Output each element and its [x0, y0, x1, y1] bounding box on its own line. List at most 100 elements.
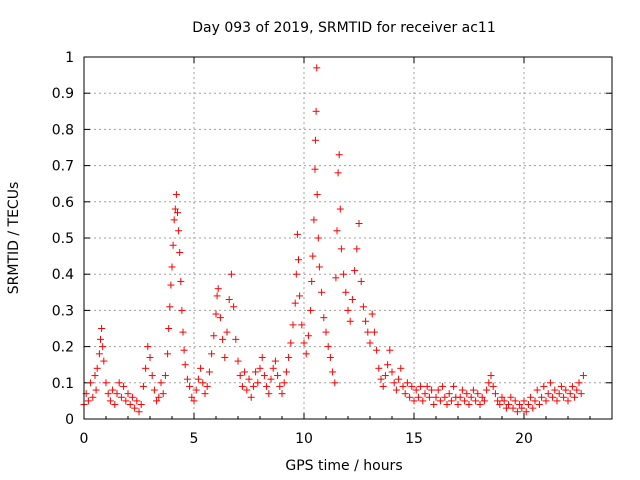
data-point	[390, 379, 398, 387]
data-point	[150, 386, 158, 394]
data-point	[307, 306, 315, 314]
data-point	[498, 393, 506, 401]
data-point	[480, 397, 488, 405]
data-point	[436, 397, 444, 405]
data-point	[529, 404, 537, 412]
data-point	[117, 393, 125, 401]
data-point	[263, 382, 271, 390]
data-point	[92, 386, 100, 394]
data-point	[324, 343, 332, 351]
data-point	[351, 267, 359, 275]
data-point	[181, 361, 189, 369]
y-tick-label: 0.1	[52, 376, 74, 392]
data-point	[379, 382, 387, 390]
data-point	[428, 386, 436, 394]
data-point	[441, 393, 449, 401]
data-point	[332, 274, 340, 282]
data-point	[417, 382, 425, 390]
data-point	[109, 386, 117, 394]
data-point	[491, 390, 499, 398]
x-tick-label: 15	[405, 431, 423, 447]
data-point	[126, 401, 134, 409]
data-point	[91, 372, 99, 380]
data-point	[518, 404, 526, 412]
data-point	[366, 339, 374, 347]
data-point	[252, 368, 260, 376]
data-point	[146, 353, 154, 361]
data-point	[535, 401, 543, 409]
data-point	[540, 382, 548, 390]
data-point	[549, 393, 557, 401]
data-point	[312, 107, 320, 115]
data-point	[478, 393, 486, 401]
data-point	[308, 277, 316, 285]
data-point	[298, 321, 306, 329]
data-point	[544, 390, 552, 398]
data-point	[335, 151, 343, 159]
data-point	[538, 393, 546, 401]
data-point	[166, 303, 174, 311]
data-point	[423, 382, 431, 390]
x-tick-label: 5	[190, 431, 199, 447]
data-point	[213, 292, 221, 300]
data-point	[553, 397, 561, 405]
data-point	[579, 372, 587, 380]
data-point	[342, 288, 350, 296]
data-point	[282, 368, 290, 376]
data-point	[560, 393, 568, 401]
x-tick-label: 0	[80, 431, 89, 447]
data-point	[469, 386, 477, 394]
data-point	[399, 382, 407, 390]
data-point	[177, 277, 185, 285]
data-point	[326, 353, 334, 361]
data-point	[467, 393, 475, 401]
data-point	[419, 397, 427, 405]
data-point	[113, 390, 121, 398]
data-point	[245, 375, 253, 383]
data-point	[271, 357, 279, 365]
data-point	[557, 382, 565, 390]
data-point	[458, 386, 466, 394]
data-point	[186, 382, 194, 390]
data-point	[412, 386, 420, 394]
data-point	[329, 368, 337, 376]
data-point	[336, 205, 344, 213]
data-point	[489, 382, 497, 390]
data-point	[566, 390, 574, 398]
data-point	[472, 397, 480, 405]
data-point	[120, 382, 128, 390]
data-point	[168, 263, 176, 271]
data-point	[289, 321, 297, 329]
data-point	[269, 364, 277, 372]
y-tick-label: 0.8	[52, 122, 74, 138]
data-point	[410, 397, 418, 405]
data-point	[293, 230, 301, 238]
data-point	[346, 317, 354, 325]
data-point	[527, 393, 535, 401]
data-point	[159, 390, 167, 398]
data-point	[487, 372, 495, 380]
data-point	[161, 372, 169, 380]
data-point	[208, 350, 216, 358]
data-point	[370, 328, 378, 336]
data-point	[89, 393, 97, 401]
data-point	[562, 386, 570, 394]
data-point	[276, 382, 284, 390]
data-point	[401, 390, 409, 398]
data-point	[258, 353, 266, 361]
data-point	[461, 397, 469, 405]
data-point	[285, 353, 293, 361]
data-point	[476, 401, 484, 409]
y-axis-label: SRMTID / TECUs	[6, 182, 22, 295]
data-point	[334, 169, 342, 177]
data-point	[311, 136, 319, 144]
data-point	[188, 393, 196, 401]
data-point	[106, 397, 114, 405]
data-point	[348, 296, 356, 304]
data-point	[575, 379, 583, 387]
data-point	[500, 397, 508, 405]
y-tick-label: 0.9	[52, 86, 74, 102]
y-tick-label: 0.5	[52, 231, 74, 247]
data-point	[287, 339, 295, 347]
